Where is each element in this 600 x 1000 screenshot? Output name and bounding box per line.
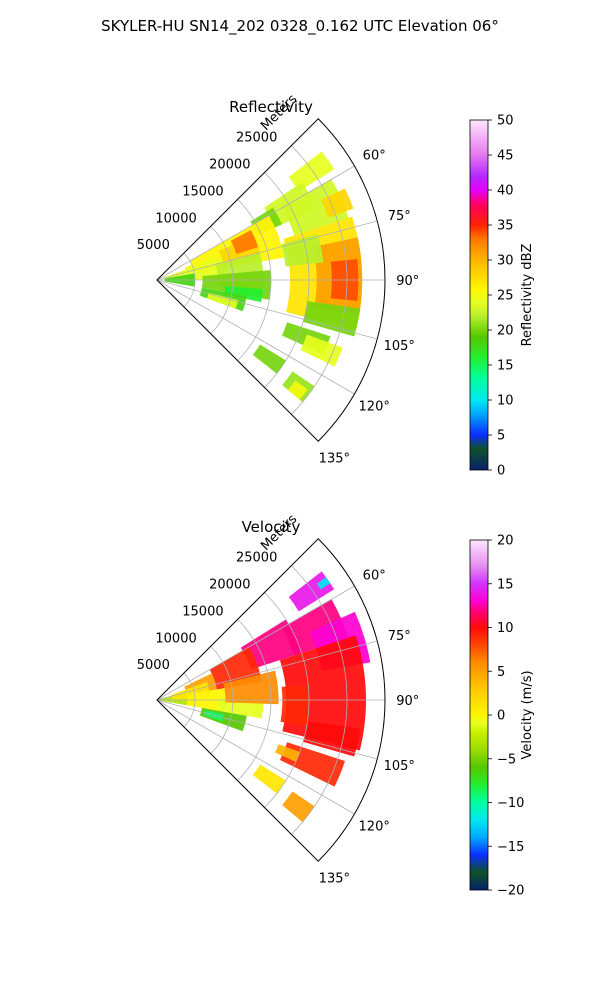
data-cell: [300, 334, 343, 367]
azimuth-grid-line: [156, 699, 355, 815]
colorbar: [469, 119, 489, 471]
colorbar-tick-label: 40: [497, 184, 514, 199]
colorbar-tick-label: 5: [497, 665, 505, 680]
azimuth-grid-line: [156, 279, 355, 395]
colorbar: [469, 539, 489, 891]
data-cell: [316, 577, 331, 590]
colorbar-tick-label: 10: [497, 394, 514, 409]
azimuth-tick-label: 105°: [384, 339, 415, 354]
data-cell: [282, 179, 349, 236]
range-tick-label: 20000: [209, 578, 250, 593]
data-cell: [203, 710, 224, 722]
colorbar-tick-label: 35: [497, 219, 514, 234]
colorbar-tick-label: 0: [497, 464, 505, 479]
azimuth-tick-label: 135°: [319, 871, 350, 886]
range-tick-label: 15000: [182, 184, 223, 199]
data-cell: [288, 151, 335, 192]
velocity-panel: 500010000150002000025000Meters60°75°90°1…: [137, 512, 535, 899]
sector-frame: [156, 118, 386, 442]
azimuth-tick-label: 60°: [363, 149, 386, 164]
colorbar-tick-label: 5: [497, 429, 505, 444]
colorbar-tick-label: −5: [497, 752, 516, 767]
range-tick-label: 25000: [236, 551, 277, 566]
colorbar-tick-label: 15: [497, 359, 514, 374]
colorbar-tick-label: 15: [497, 577, 514, 592]
data-cell: [252, 764, 286, 794]
azimuth-tick-label: 105°: [384, 759, 415, 774]
colorbar-tick-label: 20: [497, 534, 514, 549]
range-tick-label: 20000: [209, 158, 250, 173]
azimuth-tick-label: 60°: [363, 569, 386, 584]
panel-title: Reflectivity: [229, 98, 313, 116]
colorbar-tick-label: −20: [497, 884, 524, 899]
data-cell: [280, 684, 309, 727]
colorbar-tick-label: 10: [497, 621, 514, 636]
sector-frame: [156, 538, 386, 862]
colorbar-tick-label: −10: [497, 796, 524, 811]
azimuth-tick-label: 90°: [396, 274, 419, 289]
azimuth-grid-line: [156, 279, 378, 340]
data-cell: [230, 230, 259, 255]
azimuth-grid-line: [156, 585, 355, 701]
azimuth-grid-line: [156, 699, 378, 760]
range-tick-label: 10000: [155, 631, 196, 646]
colorbar-tick-label: 25: [497, 289, 514, 304]
panel-title: Velocity: [242, 518, 301, 536]
colorbar-label: Velocity (m/s): [520, 670, 535, 759]
data-cell: [320, 188, 354, 218]
range-tick-label: 5000: [137, 238, 170, 253]
data-cells: [164, 151, 363, 403]
data-cell: [282, 791, 315, 823]
azimuth-tick-label: 75°: [388, 629, 411, 644]
azimuth-tick-label: 90°: [396, 694, 419, 709]
figure-suptitle: SKYLER-HU SN14_202 0328_0.162 UTC Elevat…: [101, 17, 499, 36]
colorbar-tick-label: −15: [497, 840, 524, 855]
data-cell: [303, 721, 361, 757]
range-tick-label: 25000: [236, 131, 277, 146]
range-tick-label: 5000: [137, 658, 170, 673]
azimuth-grid-line: [156, 640, 378, 701]
colorbar-tick-label: 45: [497, 149, 514, 164]
azimuth-tick-label: 135°: [319, 451, 350, 466]
data-cell: [281, 233, 324, 267]
colorbar-tick-label: 50: [497, 114, 514, 129]
azimuth-tick-label: 75°: [388, 209, 411, 224]
azimuth-tick-label: 120°: [359, 399, 390, 414]
azimuth-grid-line: [156, 220, 378, 281]
data-cell: [275, 744, 300, 762]
colorbar-tick-label: 30: [497, 254, 514, 269]
colorbar-label: Reflectivity dBZ: [520, 244, 535, 347]
range-tick-label: 15000: [182, 604, 223, 619]
azimuth-tick-label: 120°: [359, 819, 390, 834]
data-cell: [223, 670, 279, 705]
azimuth-grid-line: [156, 165, 355, 281]
data-cell: [252, 344, 286, 374]
data-cells: [157, 571, 371, 823]
colorbar-tick-label: 20: [497, 324, 514, 339]
data-cell: [206, 292, 239, 309]
data-cell: [223, 285, 263, 303]
reflectivity-panel: 500010000150002000025000Meters60°75°90°1…: [137, 92, 535, 479]
data-cell: [287, 380, 308, 400]
colorbar-tick-label: 0: [497, 709, 505, 724]
range-tick-label: 10000: [155, 211, 196, 226]
data-cell: [303, 301, 361, 337]
